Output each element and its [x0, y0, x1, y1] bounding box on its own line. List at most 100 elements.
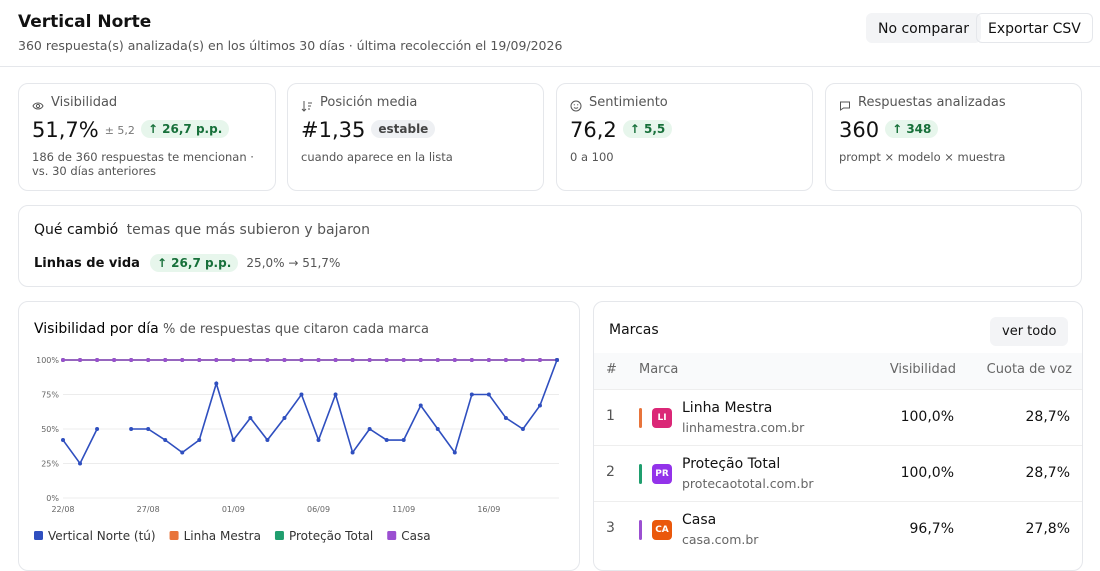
point — [316, 438, 321, 443]
brand-name: Proteção Total — [682, 456, 781, 472]
point — [180, 450, 185, 455]
changes-title: Qué cambió — [34, 222, 119, 238]
rank: 2 — [606, 464, 615, 480]
point — [469, 358, 474, 362]
kpi-label: Sentimiento — [589, 95, 668, 110]
brand-domain: linhamestra.com.br — [682, 420, 805, 435]
point — [350, 450, 355, 455]
button[interactable]: ver todo — [990, 317, 1069, 346]
legend-swatch — [34, 531, 43, 540]
y-tick-label: 25% — [41, 460, 59, 469]
kpi-note: prompt × modelo × muestra — [839, 150, 1006, 164]
point — [401, 358, 406, 362]
badge: estable — [371, 120, 436, 138]
brand-domain: casa.com.br — [682, 532, 759, 547]
x-tick-label: 22/08 — [51, 505, 74, 514]
point — [78, 461, 83, 466]
visibility: 96,7% — [909, 521, 954, 537]
avatar: LI — [652, 408, 672, 428]
legend-label: Vertical Norte (tú) — [48, 529, 156, 543]
point — [299, 358, 304, 362]
visibility: 100,0% — [900, 465, 954, 481]
avatar: CA — [652, 520, 672, 540]
x-tick-label: 16/09 — [477, 505, 500, 514]
button[interactable]: No comparar — [866, 13, 981, 43]
legend-label: Linha Mestra — [184, 529, 261, 543]
point — [231, 358, 236, 362]
avatar: PR — [652, 464, 672, 484]
kpi-note: 0 a 100 — [570, 150, 614, 164]
header: Vertical Norte 360 respuesta(s) analizad… — [0, 0, 1100, 67]
brand-domain: protecaototal.com.br — [682, 476, 814, 491]
kpi-value-row: 360 ↑ 348 — [839, 118, 939, 142]
point — [486, 358, 491, 362]
y-tick-label: 50% — [41, 425, 59, 434]
table-row: 3 CA Casa casa.com.br 96,7% 27,8% — [594, 501, 1082, 557]
point — [214, 381, 219, 386]
changes-subtitle: temas que más subieron y bajaron — [126, 222, 370, 238]
point — [146, 427, 151, 431]
kpi-card: Posición media #1,35 estable cuando aparece… — [287, 83, 544, 191]
point — [537, 403, 542, 408]
icon — [570, 97, 582, 116]
point — [537, 358, 542, 362]
title: Vertical Norte — [18, 12, 152, 32]
brands-title: Marcas — [609, 322, 659, 338]
kpi-extra: ± 5,2 — [104, 124, 135, 137]
kpi-label: Posición media — [320, 95, 418, 110]
kpi-card: Sentimiento 76,2 ↑ 5,5 0 a 100 — [556, 83, 813, 191]
y-tick-label: 75% — [41, 391, 59, 400]
kpi-label: Respuestas analizadas — [858, 95, 1006, 110]
rank: 1 — [606, 408, 615, 424]
point — [367, 427, 372, 431]
rank: 3 — [606, 520, 615, 536]
legend-label: Proteção Total — [289, 529, 373, 543]
point — [384, 438, 389, 443]
point — [78, 358, 83, 362]
point — [520, 358, 525, 362]
x-tick-label: 27/08 — [137, 505, 160, 514]
point — [282, 358, 287, 362]
point — [435, 358, 440, 362]
topic: Linhas de vida — [34, 256, 140, 271]
table-row: 2 PR Proteção Total protecaototal.com.br 100… — [594, 445, 1082, 501]
point — [231, 438, 236, 443]
col: # — [606, 362, 617, 377]
brand-name: Casa — [682, 512, 717, 528]
point — [95, 358, 100, 362]
kpi-label: Visibilidad — [51, 95, 118, 110]
brands-card: Marcas ver todo # Marca Visibilidad Cuot… — [593, 301, 1083, 571]
kpi-card: Respuestas analizadas 360 ↑ 348 prompt × mo… — [825, 83, 1082, 191]
point — [520, 427, 525, 431]
point — [401, 438, 406, 443]
badge: ↑ 26,7 p.p. — [149, 254, 239, 272]
badge: ↑ 348 — [885, 120, 939, 138]
table-header: # Marca Visibilidad Cuota de voz — [594, 353, 1082, 389]
point — [486, 392, 491, 397]
point — [112, 358, 117, 362]
point — [367, 358, 372, 362]
legend-swatch — [169, 531, 179, 540]
share: 28,7% — [1025, 465, 1070, 481]
legend-swatch — [387, 531, 397, 540]
kpi-note: cuando aparece en la lista — [301, 150, 453, 164]
kpi-value-row: #1,35 estable — [301, 118, 436, 142]
point — [282, 415, 287, 420]
point — [384, 358, 389, 362]
kpi-value: 360 — [839, 118, 880, 142]
icon — [32, 97, 44, 116]
brand-color — [639, 464, 642, 484]
x-tick-label: 01/09 — [222, 505, 245, 514]
chart-subtitle: % de respuestas que citaron cada marca — [163, 322, 429, 337]
point — [316, 358, 321, 362]
range: 25,0% → 51,7% — [246, 256, 341, 270]
kpi-value: 51,7% — [32, 118, 99, 142]
badge: ↑ 5,5 — [622, 120, 673, 138]
kpi-value-row: 51,7% ± 5,2 ↑ 26,7 p.p. — [32, 118, 230, 142]
point — [333, 358, 338, 362]
chart-title: Visibilidad por día — [34, 321, 159, 337]
icon — [301, 97, 313, 116]
point — [350, 358, 355, 362]
button[interactable]: Exportar CSV — [976, 13, 1093, 43]
